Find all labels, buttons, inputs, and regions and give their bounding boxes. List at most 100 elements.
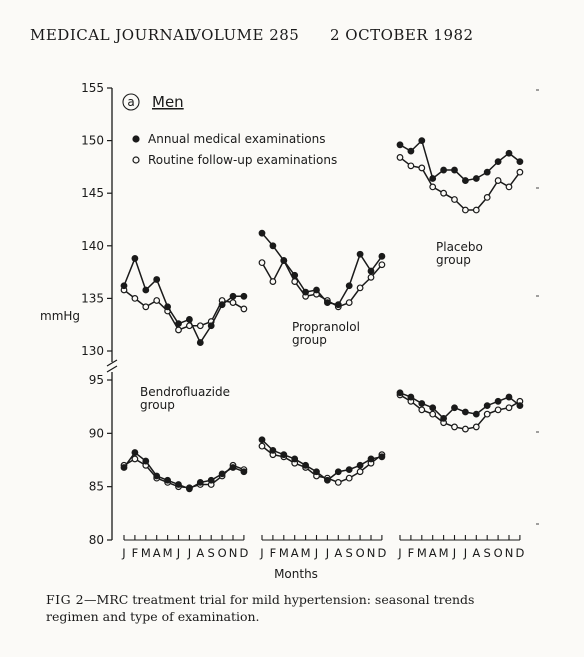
annual-lower-point	[345, 466, 353, 474]
routine-lower-point	[345, 474, 353, 482]
month-label: J	[259, 546, 263, 560]
annual-upper-point	[472, 175, 480, 182]
month-label: O	[356, 546, 365, 560]
routine-upper-point	[451, 196, 458, 203]
annual-lower-point	[334, 468, 342, 476]
legend-marker	[132, 135, 140, 143]
routine-lower-point	[418, 406, 426, 414]
annual-upper-point	[218, 301, 226, 309]
annual-lower-point	[218, 470, 226, 478]
month-label: D	[515, 546, 524, 560]
month-label: F	[132, 546, 139, 560]
routine-upper-point	[418, 164, 426, 172]
month-label: J	[397, 546, 401, 560]
annual-upper-point	[440, 166, 448, 174]
annual-upper-point	[153, 276, 161, 283]
annual-upper-point	[494, 158, 502, 166]
month-label: D	[239, 546, 248, 560]
routine-lower-line	[123, 458, 245, 489]
annual-upper-point	[229, 292, 237, 300]
y-tick-label: 155	[81, 81, 104, 95]
annual-lower-line	[123, 451, 245, 490]
routine-lower-point	[131, 455, 139, 463]
annual-lower-point	[378, 453, 386, 461]
month-label: F	[408, 546, 415, 560]
annual-upper-point	[516, 158, 524, 166]
routine-upper-line	[123, 289, 245, 331]
group-label: group	[436, 253, 471, 267]
annual-lower-point	[313, 468, 320, 476]
annual-lower-point	[516, 402, 524, 410]
annual-upper-point	[396, 141, 404, 149]
annual-lower-point	[483, 402, 491, 410]
annual-lower-point	[269, 447, 277, 454]
month-label: J	[121, 546, 125, 560]
routine-upper-point	[356, 284, 364, 292]
group-label: Bendrofluazide	[140, 385, 230, 399]
month-label: F	[270, 546, 277, 560]
y-tick-label: 85	[89, 480, 104, 494]
annual-upper-point	[418, 137, 426, 145]
annual-upper-point	[324, 299, 331, 307]
month-label: A	[153, 546, 161, 560]
routine-lower-point	[472, 423, 480, 431]
routine-upper-point	[240, 305, 248, 313]
month-label: J	[325, 546, 329, 560]
annual-upper-point	[378, 252, 386, 260]
figure-caption: FIG 2—MRC treatment trial for mild hyper…	[46, 591, 566, 625]
annual-upper-point	[505, 149, 513, 157]
caption-text: —MRC treatment trial for mild hypertensi…	[84, 592, 475, 607]
routine-upper-point	[462, 206, 469, 214]
annual-upper-point	[280, 257, 288, 264]
annual-upper-line	[399, 139, 521, 182]
routine-upper-point	[367, 273, 375, 281]
annual-upper-point	[367, 267, 375, 275]
annual-upper-point	[313, 286, 320, 294]
y-tick-label: 95	[89, 373, 104, 387]
annual-lower-point	[356, 461, 364, 469]
month-label: N	[229, 546, 238, 560]
month-label: J	[463, 546, 467, 560]
routine-upper-point	[396, 154, 404, 161]
annual-upper-point	[356, 250, 364, 258]
routine-lower-point	[258, 442, 266, 450]
month-label: J	[187, 546, 191, 560]
x-axis-label: Months	[274, 567, 318, 580]
panel-title: Men	[152, 93, 184, 111]
annual-lower-point	[280, 451, 288, 459]
y-tick-label: 135	[81, 291, 104, 305]
routine-upper-point	[229, 299, 237, 307]
annual-upper-point	[258, 229, 266, 237]
routine-upper-point	[516, 168, 524, 176]
annual-upper-point	[345, 282, 353, 290]
annual-lower-point	[240, 468, 248, 476]
annual-upper-point	[429, 175, 437, 182]
routine-lower-point	[334, 479, 342, 486]
y-tick-label: 90	[89, 426, 104, 440]
annual-lower-point	[185, 485, 193, 493]
month-label: M	[439, 546, 449, 560]
routine-upper-point	[291, 278, 299, 285]
routine-upper-point	[142, 303, 150, 311]
routine-lower-point	[483, 410, 491, 418]
annual-upper-point	[196, 339, 204, 346]
annual-upper-point	[483, 168, 491, 176]
annual-upper-point	[291, 271, 299, 279]
caption-line-2: regimen and type of examination.	[46, 609, 260, 624]
routine-upper-point	[440, 189, 448, 197]
routine-upper-point	[407, 162, 415, 170]
annual-lower-point	[207, 476, 215, 484]
routine-lower-point	[429, 410, 437, 418]
y-tick-label: 150	[81, 134, 104, 148]
routine-upper-point	[472, 206, 480, 214]
annual-lower-line	[399, 392, 521, 420]
routine-upper-point	[175, 326, 182, 334]
y-tick-label: 145	[81, 186, 104, 200]
legend-label: Routine follow-up examinations	[148, 153, 337, 167]
annual-lower-point	[367, 455, 375, 463]
routine-upper-line	[399, 156, 521, 211]
annual-upper-point	[334, 301, 342, 309]
annual-lower-point	[472, 410, 480, 418]
